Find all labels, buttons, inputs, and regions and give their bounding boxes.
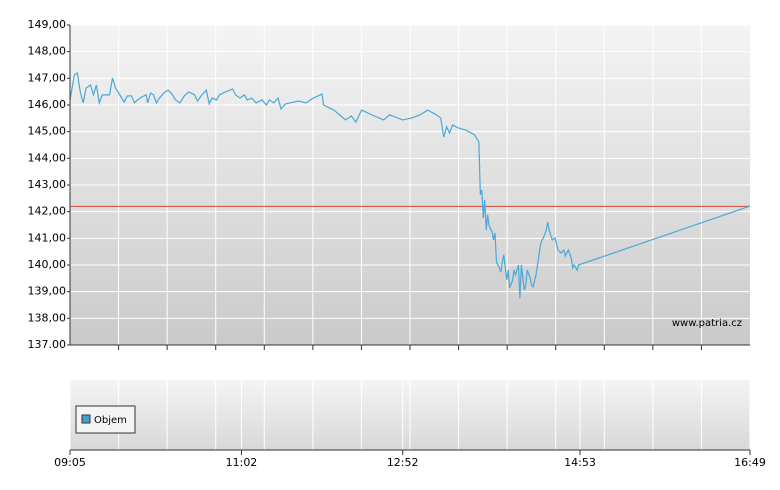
y-tick-label: 137.00 [28,338,67,351]
y-tick-label: 146,00 [28,98,67,111]
y-tick-label: 145,00 [28,125,67,138]
y-tick-label: 141,00 [28,231,67,244]
price-line [69,71,751,299]
x-tick-label: 16:49 [734,456,766,469]
y-tick-label: 149,00 [28,18,67,31]
y-tick-label: 139,00 [28,285,67,298]
legend-swatch [81,414,91,424]
y-tick-label: 148,00 [28,45,67,58]
x-tick-label: 09:05 [54,456,86,469]
watermark: www.patria.cz [672,318,742,329]
y-tick-label: 144,00 [28,151,67,164]
y-tick-label: 147,00 [28,71,67,84]
y-tick-label: 138,00 [28,311,67,324]
y-tick-label: 143,00 [28,178,67,191]
y-tick-label: 140,00 [28,258,67,271]
x-tick-label: 12:52 [387,456,419,469]
legend-label: Objem [94,415,127,426]
x-tick-label: 14:53 [564,456,596,469]
x-tick-label: 11:02 [226,456,258,469]
y-tick-label: 142,00 [28,205,67,218]
